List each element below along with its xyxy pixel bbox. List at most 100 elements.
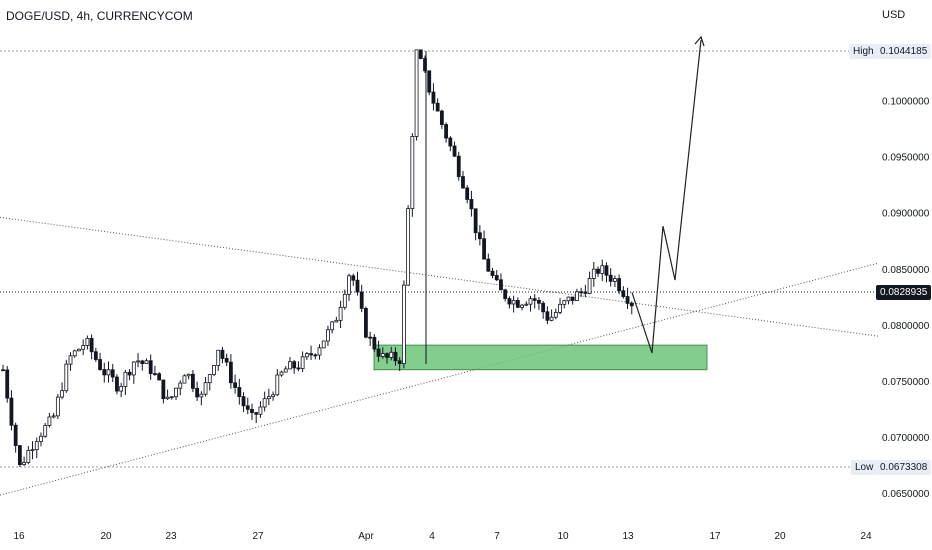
candle-body bbox=[359, 291, 364, 309]
x-tick-label: 4 bbox=[429, 531, 435, 542]
candle-body bbox=[397, 360, 402, 365]
candle-body bbox=[558, 303, 562, 313]
candle-body bbox=[228, 361, 233, 384]
candle-body bbox=[553, 312, 558, 318]
candle-body bbox=[444, 124, 449, 139]
candle-body bbox=[26, 450, 31, 463]
candle-body bbox=[186, 373, 191, 377]
candle-body bbox=[461, 176, 465, 189]
low-value: 0.0673308 bbox=[876, 460, 932, 475]
candle-body bbox=[296, 367, 301, 370]
x-tick-label: 24 bbox=[860, 531, 872, 542]
candle-body bbox=[283, 368, 288, 373]
candle-body bbox=[241, 396, 246, 407]
candle-body bbox=[448, 137, 453, 147]
candle-body bbox=[625, 296, 630, 304]
candle-body bbox=[541, 302, 546, 313]
candle-body bbox=[477, 232, 482, 240]
candle-body bbox=[304, 353, 309, 358]
candle-body bbox=[520, 304, 524, 308]
candle-body bbox=[98, 359, 102, 370]
candle-body bbox=[499, 279, 503, 291]
candle-body bbox=[77, 348, 81, 352]
candle-body bbox=[254, 412, 259, 415]
candle-body bbox=[406, 208, 411, 286]
candle-body bbox=[435, 102, 440, 112]
candle-body bbox=[115, 376, 119, 392]
candle-body bbox=[600, 265, 605, 274]
x-tick-label: Apr bbox=[358, 531, 374, 542]
candle-body bbox=[617, 278, 622, 292]
candle-body bbox=[452, 145, 457, 157]
y-tick-label: 0.0900000 bbox=[882, 209, 930, 220]
candle-body bbox=[414, 49, 419, 137]
candle-body bbox=[262, 398, 267, 408]
candle-body bbox=[127, 371, 132, 376]
candle-body bbox=[355, 279, 360, 293]
candle-body bbox=[321, 340, 326, 349]
candle-body bbox=[579, 291, 584, 294]
candle-body bbox=[524, 303, 529, 306]
candle-body bbox=[17, 445, 22, 466]
candle-body bbox=[174, 387, 178, 398]
x-tick-label: 27 bbox=[252, 531, 264, 542]
candle-body bbox=[148, 360, 153, 374]
candle-body bbox=[165, 396, 170, 400]
candle-body bbox=[604, 265, 609, 276]
candle-body bbox=[190, 373, 195, 389]
candle-body bbox=[486, 258, 491, 272]
projection-arrow bbox=[631, 39, 702, 354]
candle-body bbox=[473, 208, 478, 234]
candle-body bbox=[562, 300, 567, 305]
time-axis[interactable]: 16 20 23 27 Apr 4 7 10 13 17 20 24 bbox=[13, 531, 872, 542]
x-tick-label: 17 bbox=[709, 531, 721, 542]
candle-body bbox=[220, 349, 225, 359]
candle-body bbox=[178, 382, 183, 389]
candle-body bbox=[169, 396, 174, 399]
support-zone[interactable] bbox=[373, 344, 708, 371]
candle-body bbox=[347, 275, 351, 295]
candle-body bbox=[279, 371, 284, 376]
price-axis[interactable]: 0.0650000 0.0700000 0.0750000 0.0800000 0.08… bbox=[882, 97, 930, 501]
low-label: Low bbox=[851, 460, 878, 475]
candle-body bbox=[288, 361, 292, 370]
candle-body bbox=[81, 345, 86, 350]
x-tick-label: 23 bbox=[165, 531, 177, 542]
candle-body bbox=[93, 351, 98, 360]
candle-body bbox=[216, 349, 221, 366]
candle-body bbox=[207, 374, 212, 384]
y-tick-label: 0.0650000 bbox=[882, 489, 930, 500]
candle-body bbox=[161, 379, 166, 400]
candle-body bbox=[39, 435, 43, 442]
candle-body bbox=[545, 311, 550, 321]
candle-body bbox=[376, 348, 381, 357]
candle-body bbox=[22, 462, 27, 466]
candle-body bbox=[330, 321, 335, 331]
y-tick-label: 0.0800000 bbox=[882, 321, 930, 332]
ascending-trendline[interactable] bbox=[0, 262, 879, 496]
candle-body bbox=[537, 300, 541, 304]
candle-body bbox=[465, 187, 470, 200]
candle-body bbox=[47, 416, 52, 426]
candle-body bbox=[503, 289, 508, 299]
candle-body bbox=[338, 306, 343, 321]
candle-body bbox=[233, 382, 238, 388]
candle-body bbox=[157, 373, 162, 381]
high-value: 0.1044185 bbox=[876, 44, 932, 59]
candle-body bbox=[266, 396, 271, 400]
candle-body bbox=[490, 270, 495, 276]
candle-body bbox=[1, 369, 5, 372]
candle-body bbox=[119, 386, 124, 392]
current-price-badge: 0.0828935 bbox=[876, 285, 932, 300]
candle-body bbox=[106, 369, 111, 376]
descending-trendline[interactable] bbox=[0, 216, 879, 337]
candle-body bbox=[245, 405, 250, 410]
candle-body bbox=[629, 303, 634, 307]
candle-body bbox=[372, 336, 377, 350]
candle-body bbox=[55, 396, 60, 417]
candle-body bbox=[380, 353, 385, 357]
candle-body bbox=[199, 393, 204, 398]
candle-body bbox=[326, 329, 330, 342]
candle-body bbox=[275, 374, 280, 396]
